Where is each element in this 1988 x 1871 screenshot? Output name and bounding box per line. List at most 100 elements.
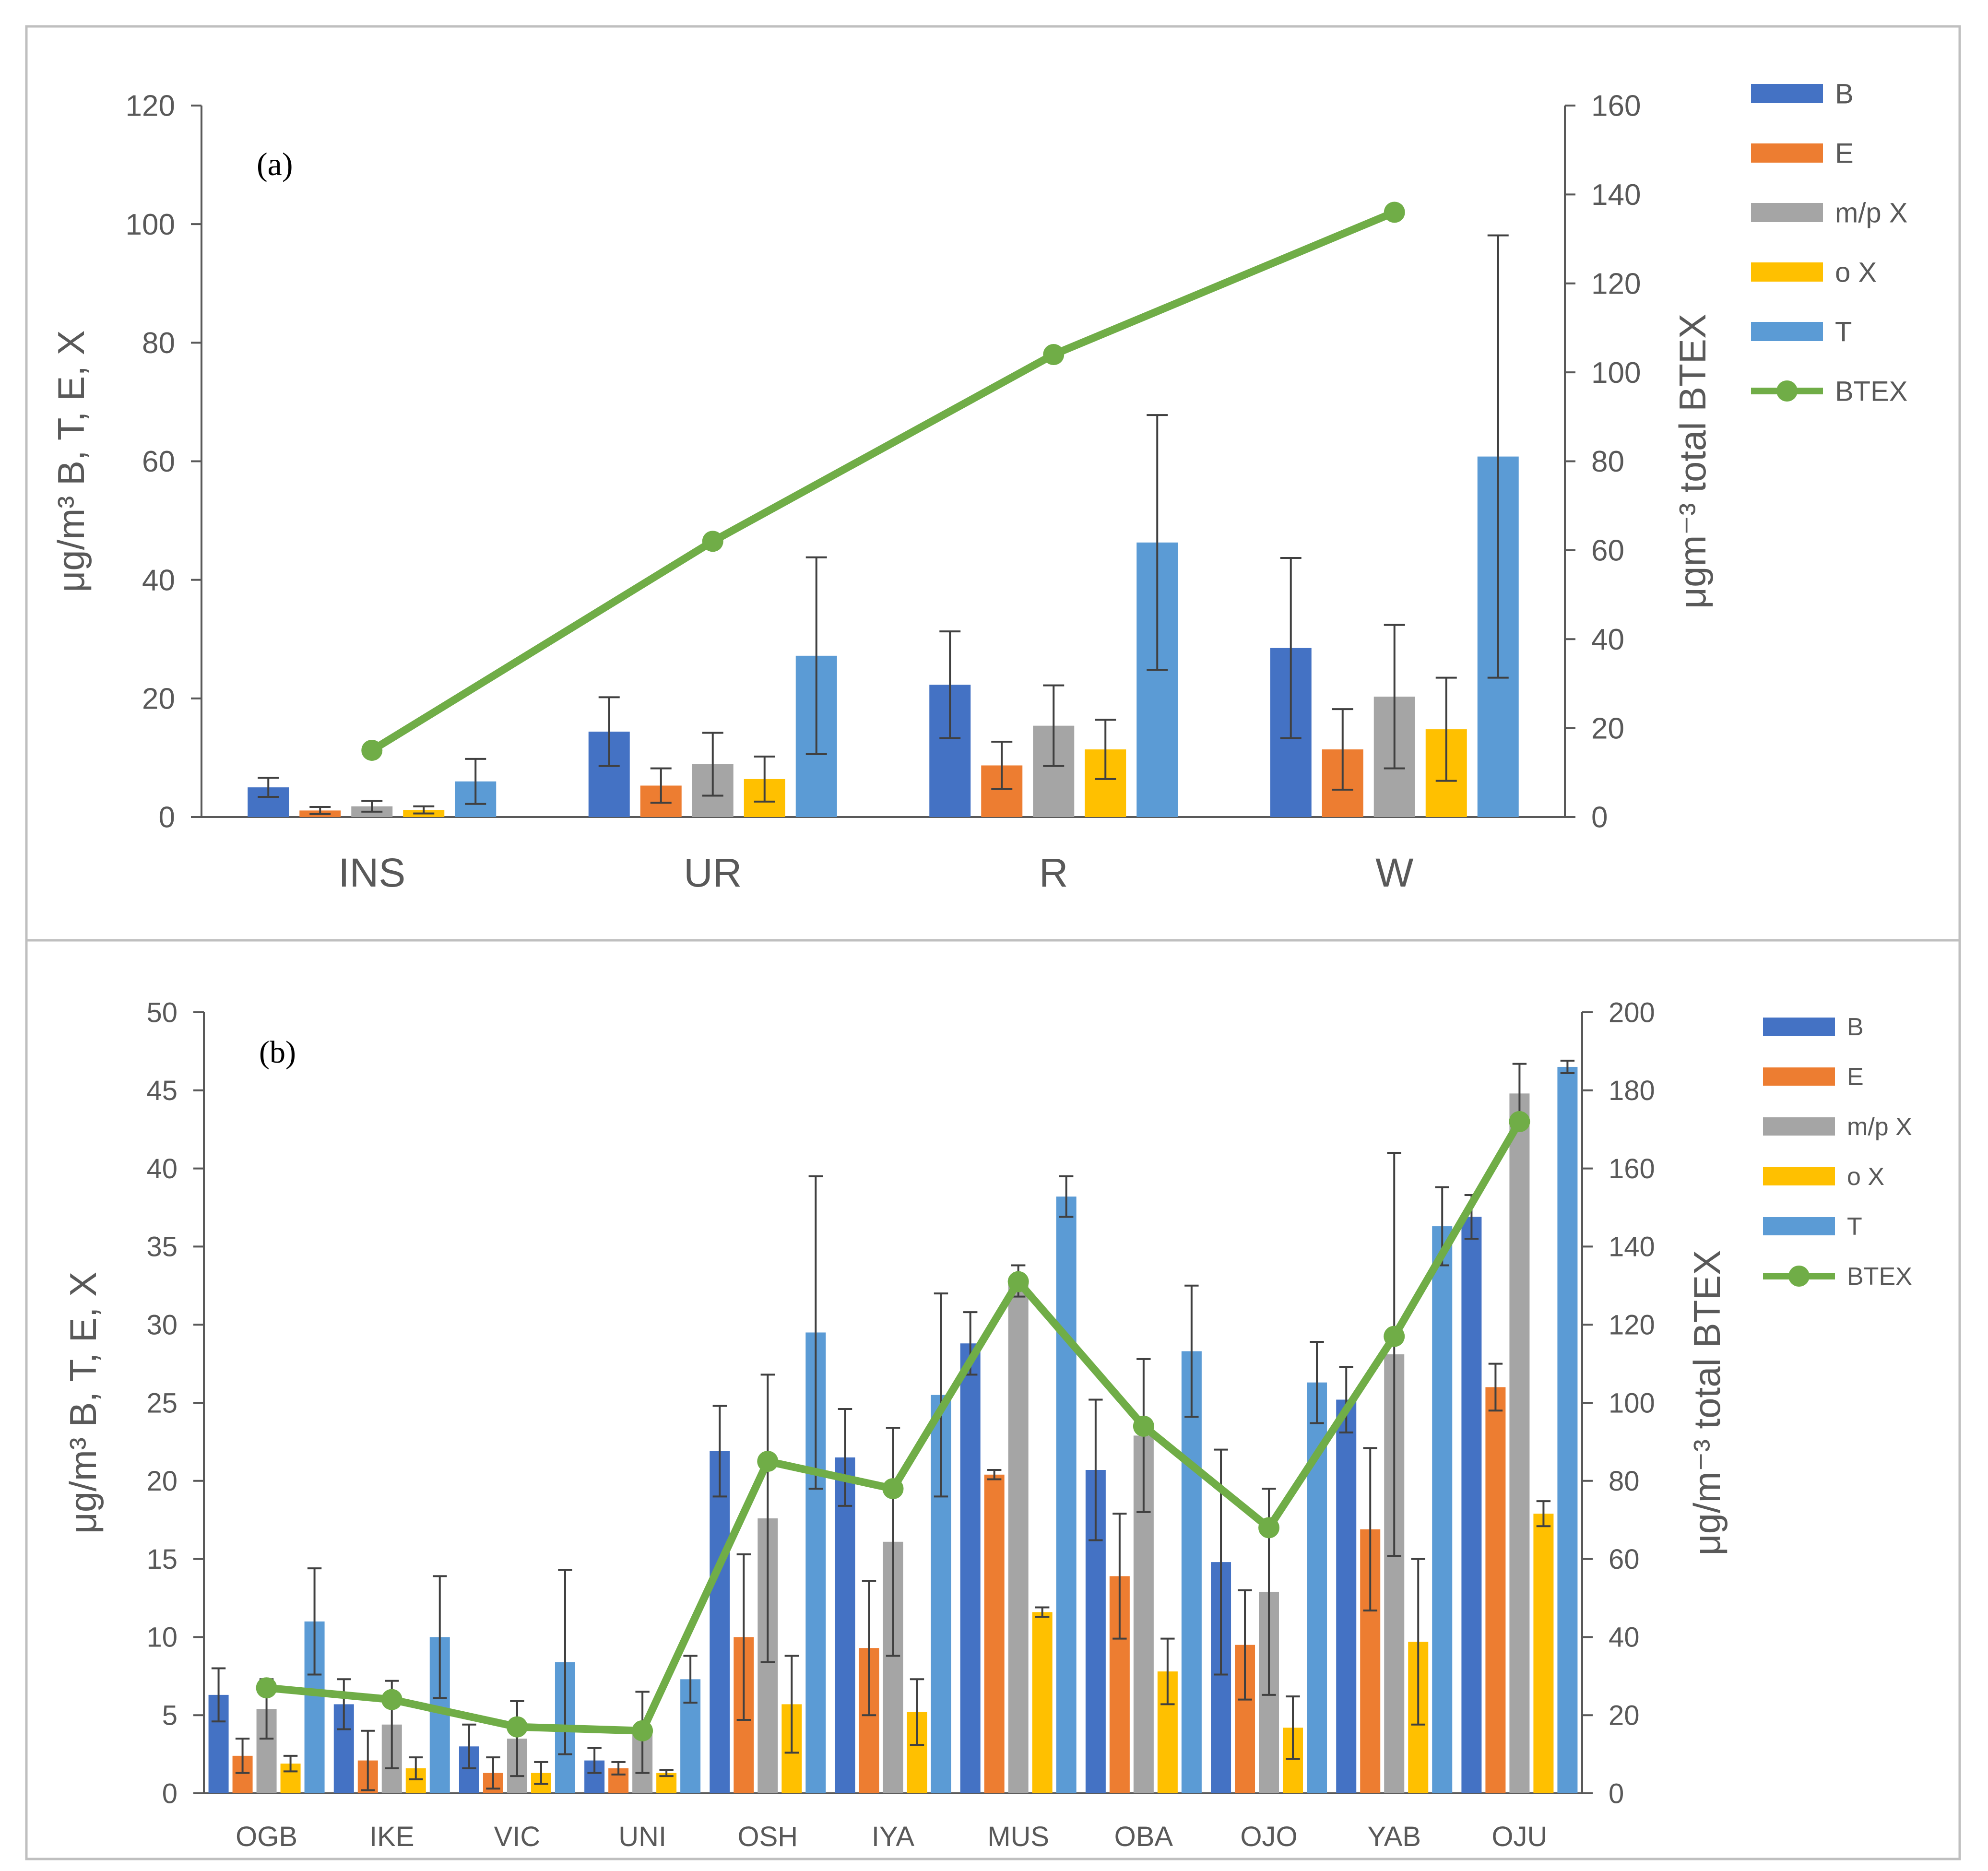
bar-b xyxy=(1461,1217,1482,1793)
legend-label: E xyxy=(1835,138,1854,169)
y-tick-label: 60 xyxy=(142,445,175,478)
bar-b xyxy=(835,1457,855,1793)
y2-tick-label: 40 xyxy=(1609,1622,1640,1653)
btex-point xyxy=(381,1689,402,1710)
x-tick-label: R xyxy=(1039,850,1068,895)
panel-border xyxy=(25,939,1961,1860)
bar-b xyxy=(710,1451,730,1793)
btex-point xyxy=(632,1720,653,1741)
y2-tick-label: 200 xyxy=(1609,997,1655,1028)
x-tick-label: UNI xyxy=(618,1821,666,1852)
legend-swatch xyxy=(1763,1167,1835,1185)
x-tick-label: OBA xyxy=(1114,1821,1173,1852)
y-tick-label: 0 xyxy=(159,801,175,834)
bar-m-p-x xyxy=(1008,1281,1029,1793)
legend-swatch xyxy=(1751,143,1823,163)
legend-marker xyxy=(1788,1266,1810,1287)
y2-tick-label: 140 xyxy=(1609,1232,1655,1263)
panel-label: (b) xyxy=(259,1035,296,1070)
y-tick-label: 5 xyxy=(162,1700,178,1731)
btex-point xyxy=(1007,1271,1029,1292)
x-tick-label: OJO xyxy=(1240,1821,1297,1852)
y2-tick-label: 20 xyxy=(1609,1700,1640,1731)
bar-t xyxy=(1181,1351,1202,1793)
btex-point xyxy=(256,1677,277,1699)
legend-label: o X xyxy=(1835,257,1877,288)
x-tick-label: YAB xyxy=(1367,1821,1421,1852)
legend-label: BTEX xyxy=(1847,1263,1912,1291)
y2-tick-label: 40 xyxy=(1591,623,1624,656)
bar-e xyxy=(984,1474,1005,1793)
x-tick-label: OSH xyxy=(737,1821,798,1852)
y2-axis-title: μg/m⁻³ total BTEX xyxy=(1686,1250,1728,1556)
legend-label: m/p X xyxy=(1835,197,1908,228)
legend-swatch xyxy=(1763,1217,1835,1235)
btex-point xyxy=(1043,344,1065,366)
y2-tick-label: 0 xyxy=(1591,801,1608,834)
y2-tick-label: 0 xyxy=(1609,1778,1624,1809)
y2-tick-label: 160 xyxy=(1609,1153,1655,1184)
legend-label: m/p X xyxy=(1847,1113,1912,1141)
legend-swatch xyxy=(1763,1018,1835,1036)
legend-swatch xyxy=(1751,262,1823,282)
x-tick-label: OJU xyxy=(1491,1821,1547,1852)
btex-point xyxy=(882,1478,904,1500)
legend-swatch xyxy=(1751,203,1823,222)
y2-tick-label: 20 xyxy=(1591,712,1624,745)
bar-e xyxy=(1485,1387,1506,1793)
y-tick-label: 40 xyxy=(142,564,175,597)
panel-label: (a) xyxy=(257,146,293,182)
x-tick-label: MUS xyxy=(987,1821,1049,1852)
legend-label: E xyxy=(1847,1063,1864,1091)
legend-label: B xyxy=(1847,1013,1864,1041)
y-tick-label: 10 xyxy=(146,1622,178,1653)
y2-axis-title: μgm⁻³ total BTEX xyxy=(1671,314,1714,609)
btex-point xyxy=(361,739,383,761)
y-axis-title: μg/m³ B, T, E, X xyxy=(62,1272,104,1534)
y2-tick-label: 100 xyxy=(1591,356,1641,390)
y-tick-label: 35 xyxy=(146,1232,178,1263)
y-tick-label: 40 xyxy=(146,1153,178,1184)
bar-m-p-x xyxy=(1509,1093,1530,1793)
y2-tick-label: 100 xyxy=(1609,1387,1655,1419)
y2-tick-label: 60 xyxy=(1609,1544,1640,1575)
x-tick-label: W xyxy=(1375,850,1413,895)
x-tick-label: UR xyxy=(684,850,742,895)
panel-a: 0 20 40 60 80 100 120 0 20 40 60 80 100 120 140 160 μg/m… xyxy=(25,25,1961,942)
btex-point xyxy=(1133,1415,1154,1437)
y-tick-label: 50 xyxy=(146,997,178,1028)
x-tick-label: INS xyxy=(338,850,405,895)
bar-t xyxy=(1557,1066,1578,1793)
x-tick-label: IYA xyxy=(872,1821,914,1852)
y-tick-label: 45 xyxy=(146,1075,178,1106)
legend-label: T xyxy=(1847,1213,1862,1241)
btex-point xyxy=(1384,201,1405,223)
y2-tick-label: 80 xyxy=(1591,445,1624,478)
btex-point xyxy=(757,1451,779,1472)
legend-swatch xyxy=(1751,84,1823,103)
y-tick-label: 25 xyxy=(146,1387,178,1419)
btex-point xyxy=(1384,1326,1405,1347)
y-tick-label: 20 xyxy=(146,1466,178,1497)
y-tick-label: 120 xyxy=(126,90,175,123)
legend-swatch xyxy=(1751,322,1823,341)
legend-label: BTEX xyxy=(1835,376,1908,407)
y2-tick-label: 60 xyxy=(1591,534,1624,568)
y2-tick-label: 140 xyxy=(1591,178,1641,212)
x-tick-label: VIC xyxy=(494,1821,541,1852)
legend-label: B xyxy=(1835,78,1854,109)
legend-label: o X xyxy=(1847,1163,1884,1191)
btex-line xyxy=(368,208,1398,754)
btex-point xyxy=(506,1716,528,1738)
btex-point xyxy=(1258,1517,1280,1539)
y-tick-label: 20 xyxy=(142,683,175,716)
bar-o-x xyxy=(1533,1514,1554,1793)
y-tick-label: 80 xyxy=(142,327,175,360)
y-tick-label: 0 xyxy=(162,1778,178,1809)
bar-t xyxy=(1056,1196,1077,1793)
y2-tick-label: 180 xyxy=(1609,1075,1655,1106)
bar-b xyxy=(1336,1399,1357,1793)
bar-o-x xyxy=(1032,1612,1053,1793)
y-tick-label: 100 xyxy=(126,208,175,241)
